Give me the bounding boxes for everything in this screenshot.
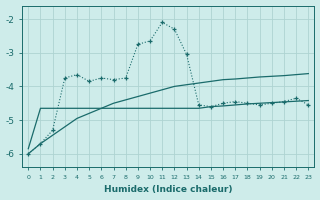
X-axis label: Humidex (Indice chaleur): Humidex (Indice chaleur): [104, 185, 233, 194]
